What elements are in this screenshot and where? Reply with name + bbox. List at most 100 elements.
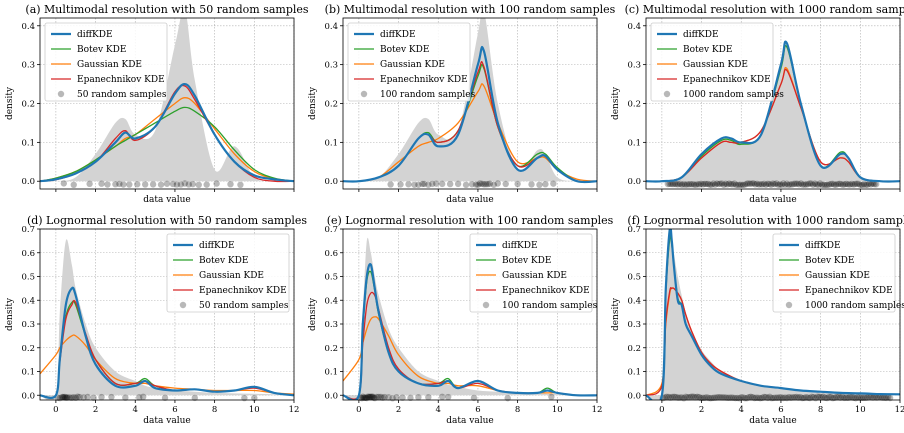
sample-point [778,181,785,189]
sample-point [385,394,392,401]
sample-point [682,181,689,188]
sample-point [746,180,754,187]
sample-point [759,181,766,188]
x-tick-label: 4 [133,405,138,415]
sample-point [821,394,829,401]
y-tick-label: 0.3 [21,320,35,330]
sample-point [869,180,876,187]
sample-point [58,394,66,401]
sample-point [848,393,856,401]
sample-point [724,181,731,188]
sample-point [686,393,693,401]
y-axis-label: density [611,86,621,120]
sample-point [827,393,835,401]
sample-point [703,394,710,401]
sample-point [820,181,827,188]
x-tick-label: 10 [249,405,260,415]
sample-point [739,394,747,401]
legend-label: diffKDE [199,241,235,251]
legend-sample-marker [663,90,671,98]
sample-point [370,394,377,401]
sample-point [419,180,426,188]
sample-point [815,181,822,188]
sample-point [415,394,422,401]
sample-point [716,394,724,401]
sample-point [774,394,781,401]
sample-point [718,394,726,401]
sample-point [776,394,783,401]
series-line-diffkde [343,45,597,184]
sample-point [764,394,772,402]
sample-point [666,180,673,188]
legend-box [469,233,593,313]
sample-point [98,180,105,187]
sample-point [397,181,404,188]
sample-point [709,394,716,402]
y-tick-label: 0.4 [324,296,338,306]
x-tick-label: 8 [515,405,520,415]
sample-point [360,394,368,402]
sample-point [676,180,684,187]
sample-point [738,181,745,188]
sample-point [726,394,733,401]
legend-sample-marker [785,301,793,309]
sample-point [725,180,733,187]
true-density-area [40,239,294,400]
chart-title: (d) Lognormal resolution with 50 random … [27,214,307,227]
y-tick-label: 0.3 [324,320,338,330]
y-tick-label: 0.6 [627,249,641,259]
sample-point [711,394,718,401]
sample-point [762,181,770,188]
sample-point [809,181,817,188]
y-tick-label: 0.5 [324,273,338,283]
sample-point [753,394,760,401]
y-tick-label: 0.1 [324,138,338,148]
x-tick-label: 12 [895,405,904,415]
sample-point [444,393,452,401]
sample-point [865,393,873,401]
sample-point [718,180,726,187]
sample-point [752,181,759,188]
sample-point [797,393,804,401]
sample-point [769,180,777,187]
sample-point [850,181,857,188]
legend: diffKDE Botev KDE Gaussian KDE Epanechnikov… [772,233,904,313]
legend-label: Gaussian KDE [502,271,567,281]
sample-point [766,180,773,188]
sample-point [673,181,680,188]
y-tick-label: 0.2 [21,344,35,354]
legend-box [44,22,168,102]
sample-point [668,180,675,188]
sample-point [776,181,784,188]
sample-point [767,181,775,188]
x-tick-label: 8 [818,405,823,415]
sample-point [62,394,69,401]
sample-point [822,181,829,189]
sample-point [850,394,858,401]
legend-label: Epanechnikov KDE [502,286,590,296]
sample-point [816,393,823,401]
y-tick-label: 0.1 [21,138,35,148]
sample-point [550,180,557,187]
sample-point [794,180,801,187]
sample-point [454,180,462,188]
y-tick-label: 0.5 [21,273,35,283]
sample-point [84,393,91,401]
sample-point [748,180,756,187]
x-tick-label: 4 [436,405,441,415]
panel-6: 0.0 0.1 0.2 0.3 0.4 0.5 0.6 0.7 0 2 4 6 8 10 12 (f) Log… [611,214,904,426]
sample-point [411,181,418,188]
sample-point [163,180,171,187]
sample-point [711,181,719,188]
sample-point [60,394,68,401]
y-axis-label: density [308,297,318,331]
sample-point [676,394,684,401]
sample-point [671,180,679,188]
sample-point [227,180,234,188]
sample-point [834,180,841,188]
panel-4: 0.0 0.1 0.2 0.3 0.4 0.5 0.6 0.7 0 2 4 6 8 10 12 (d) Log… [5,214,307,426]
y-tick-label: 0.1 [21,368,35,378]
series-line-diffkde [646,40,900,183]
sample-point [482,180,490,188]
